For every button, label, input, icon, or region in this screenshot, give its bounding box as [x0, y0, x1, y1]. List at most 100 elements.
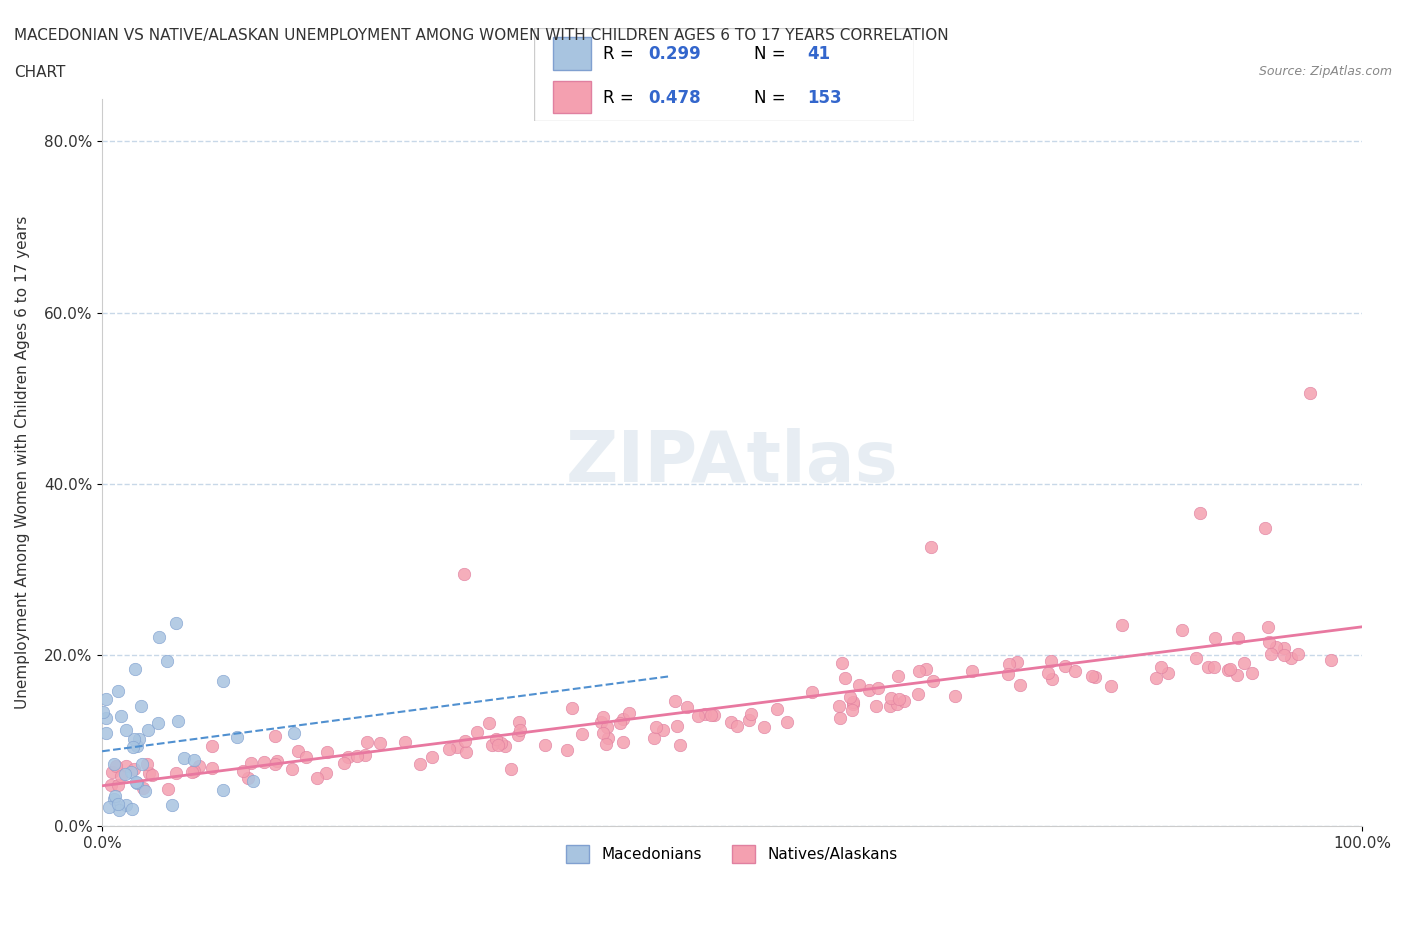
- Point: [368, 736, 391, 751]
- Point: [664, 694, 686, 709]
- Point: [841, 695, 863, 710]
- Point: [156, 782, 179, 797]
- Point: [183, 752, 205, 767]
- Point: [887, 669, 910, 684]
- Point: [1084, 670, 1107, 684]
- Point: [394, 735, 416, 750]
- Point: [943, 688, 966, 703]
- Point: [1036, 666, 1059, 681]
- Point: [125, 775, 148, 790]
- Point: [1216, 663, 1239, 678]
- Point: [666, 719, 689, 734]
- Point: [115, 758, 138, 773]
- Point: [1254, 521, 1277, 536]
- Point: [94, 711, 117, 725]
- Point: [201, 739, 224, 754]
- Point: [315, 744, 337, 759]
- Point: [134, 783, 156, 798]
- Point: [253, 754, 276, 769]
- Point: [1204, 631, 1226, 645]
- Text: R =: R =: [603, 88, 638, 107]
- Point: [592, 726, 614, 741]
- Point: [858, 683, 880, 698]
- Point: [124, 662, 146, 677]
- Point: [121, 739, 143, 754]
- Point: [353, 748, 375, 763]
- Point: [1111, 618, 1133, 632]
- Point: [295, 750, 318, 764]
- Point: [1007, 655, 1029, 670]
- Point: [1279, 651, 1302, 666]
- Point: [1150, 659, 1173, 674]
- Point: [1219, 662, 1241, 677]
- Text: N =: N =: [755, 45, 792, 63]
- Point: [160, 798, 183, 813]
- Point: [456, 744, 478, 759]
- Point: [1299, 386, 1322, 401]
- Point: [481, 737, 503, 752]
- Point: [534, 737, 557, 752]
- Point: [346, 748, 368, 763]
- FancyBboxPatch shape: [534, 28, 914, 121]
- Point: [104, 788, 127, 803]
- Point: [104, 758, 127, 773]
- Point: [828, 698, 851, 713]
- Point: [100, 777, 122, 792]
- Point: [509, 723, 531, 737]
- Point: [557, 742, 579, 757]
- Point: [114, 766, 136, 781]
- Point: [1204, 659, 1226, 674]
- Point: [775, 714, 797, 729]
- Point: [283, 726, 305, 741]
- Point: [212, 783, 235, 798]
- Point: [453, 566, 475, 581]
- Point: [879, 699, 901, 714]
- Point: [138, 765, 160, 780]
- Point: [232, 764, 254, 778]
- Point: [437, 741, 460, 756]
- Point: [612, 711, 634, 726]
- Point: [752, 720, 775, 735]
- Point: [596, 720, 619, 735]
- Point: [173, 751, 195, 765]
- Point: [107, 777, 129, 792]
- Point: [907, 687, 929, 702]
- Point: [120, 764, 142, 779]
- Point: [263, 729, 285, 744]
- Point: [129, 698, 152, 713]
- Point: [765, 702, 787, 717]
- Point: [1099, 678, 1122, 693]
- Point: [1184, 650, 1206, 665]
- Point: [676, 699, 699, 714]
- Point: [1274, 647, 1296, 662]
- Y-axis label: Unemployment Among Women with Children Ages 6 to 17 years: Unemployment Among Women with Children A…: [15, 216, 30, 709]
- Point: [1227, 631, 1250, 645]
- Point: [703, 708, 725, 723]
- Point: [907, 663, 929, 678]
- Point: [960, 664, 983, 679]
- Point: [998, 656, 1021, 671]
- Point: [108, 803, 131, 817]
- Point: [889, 692, 911, 707]
- Point: [465, 724, 488, 739]
- Point: [287, 744, 309, 759]
- Point: [619, 705, 641, 720]
- Point: [336, 750, 359, 764]
- Point: [561, 700, 583, 715]
- Point: [800, 684, 823, 699]
- Point: [737, 712, 759, 727]
- Point: [478, 715, 501, 730]
- Point: [141, 768, 163, 783]
- Point: [121, 801, 143, 816]
- Point: [893, 694, 915, 709]
- Point: [1257, 634, 1279, 649]
- Point: [156, 653, 179, 668]
- Point: [842, 697, 865, 711]
- Point: [1233, 656, 1256, 671]
- Point: [914, 662, 936, 677]
- Point: [1260, 646, 1282, 661]
- Point: [307, 771, 329, 786]
- Point: [212, 673, 235, 688]
- Point: [1286, 646, 1309, 661]
- Point: [138, 723, 160, 737]
